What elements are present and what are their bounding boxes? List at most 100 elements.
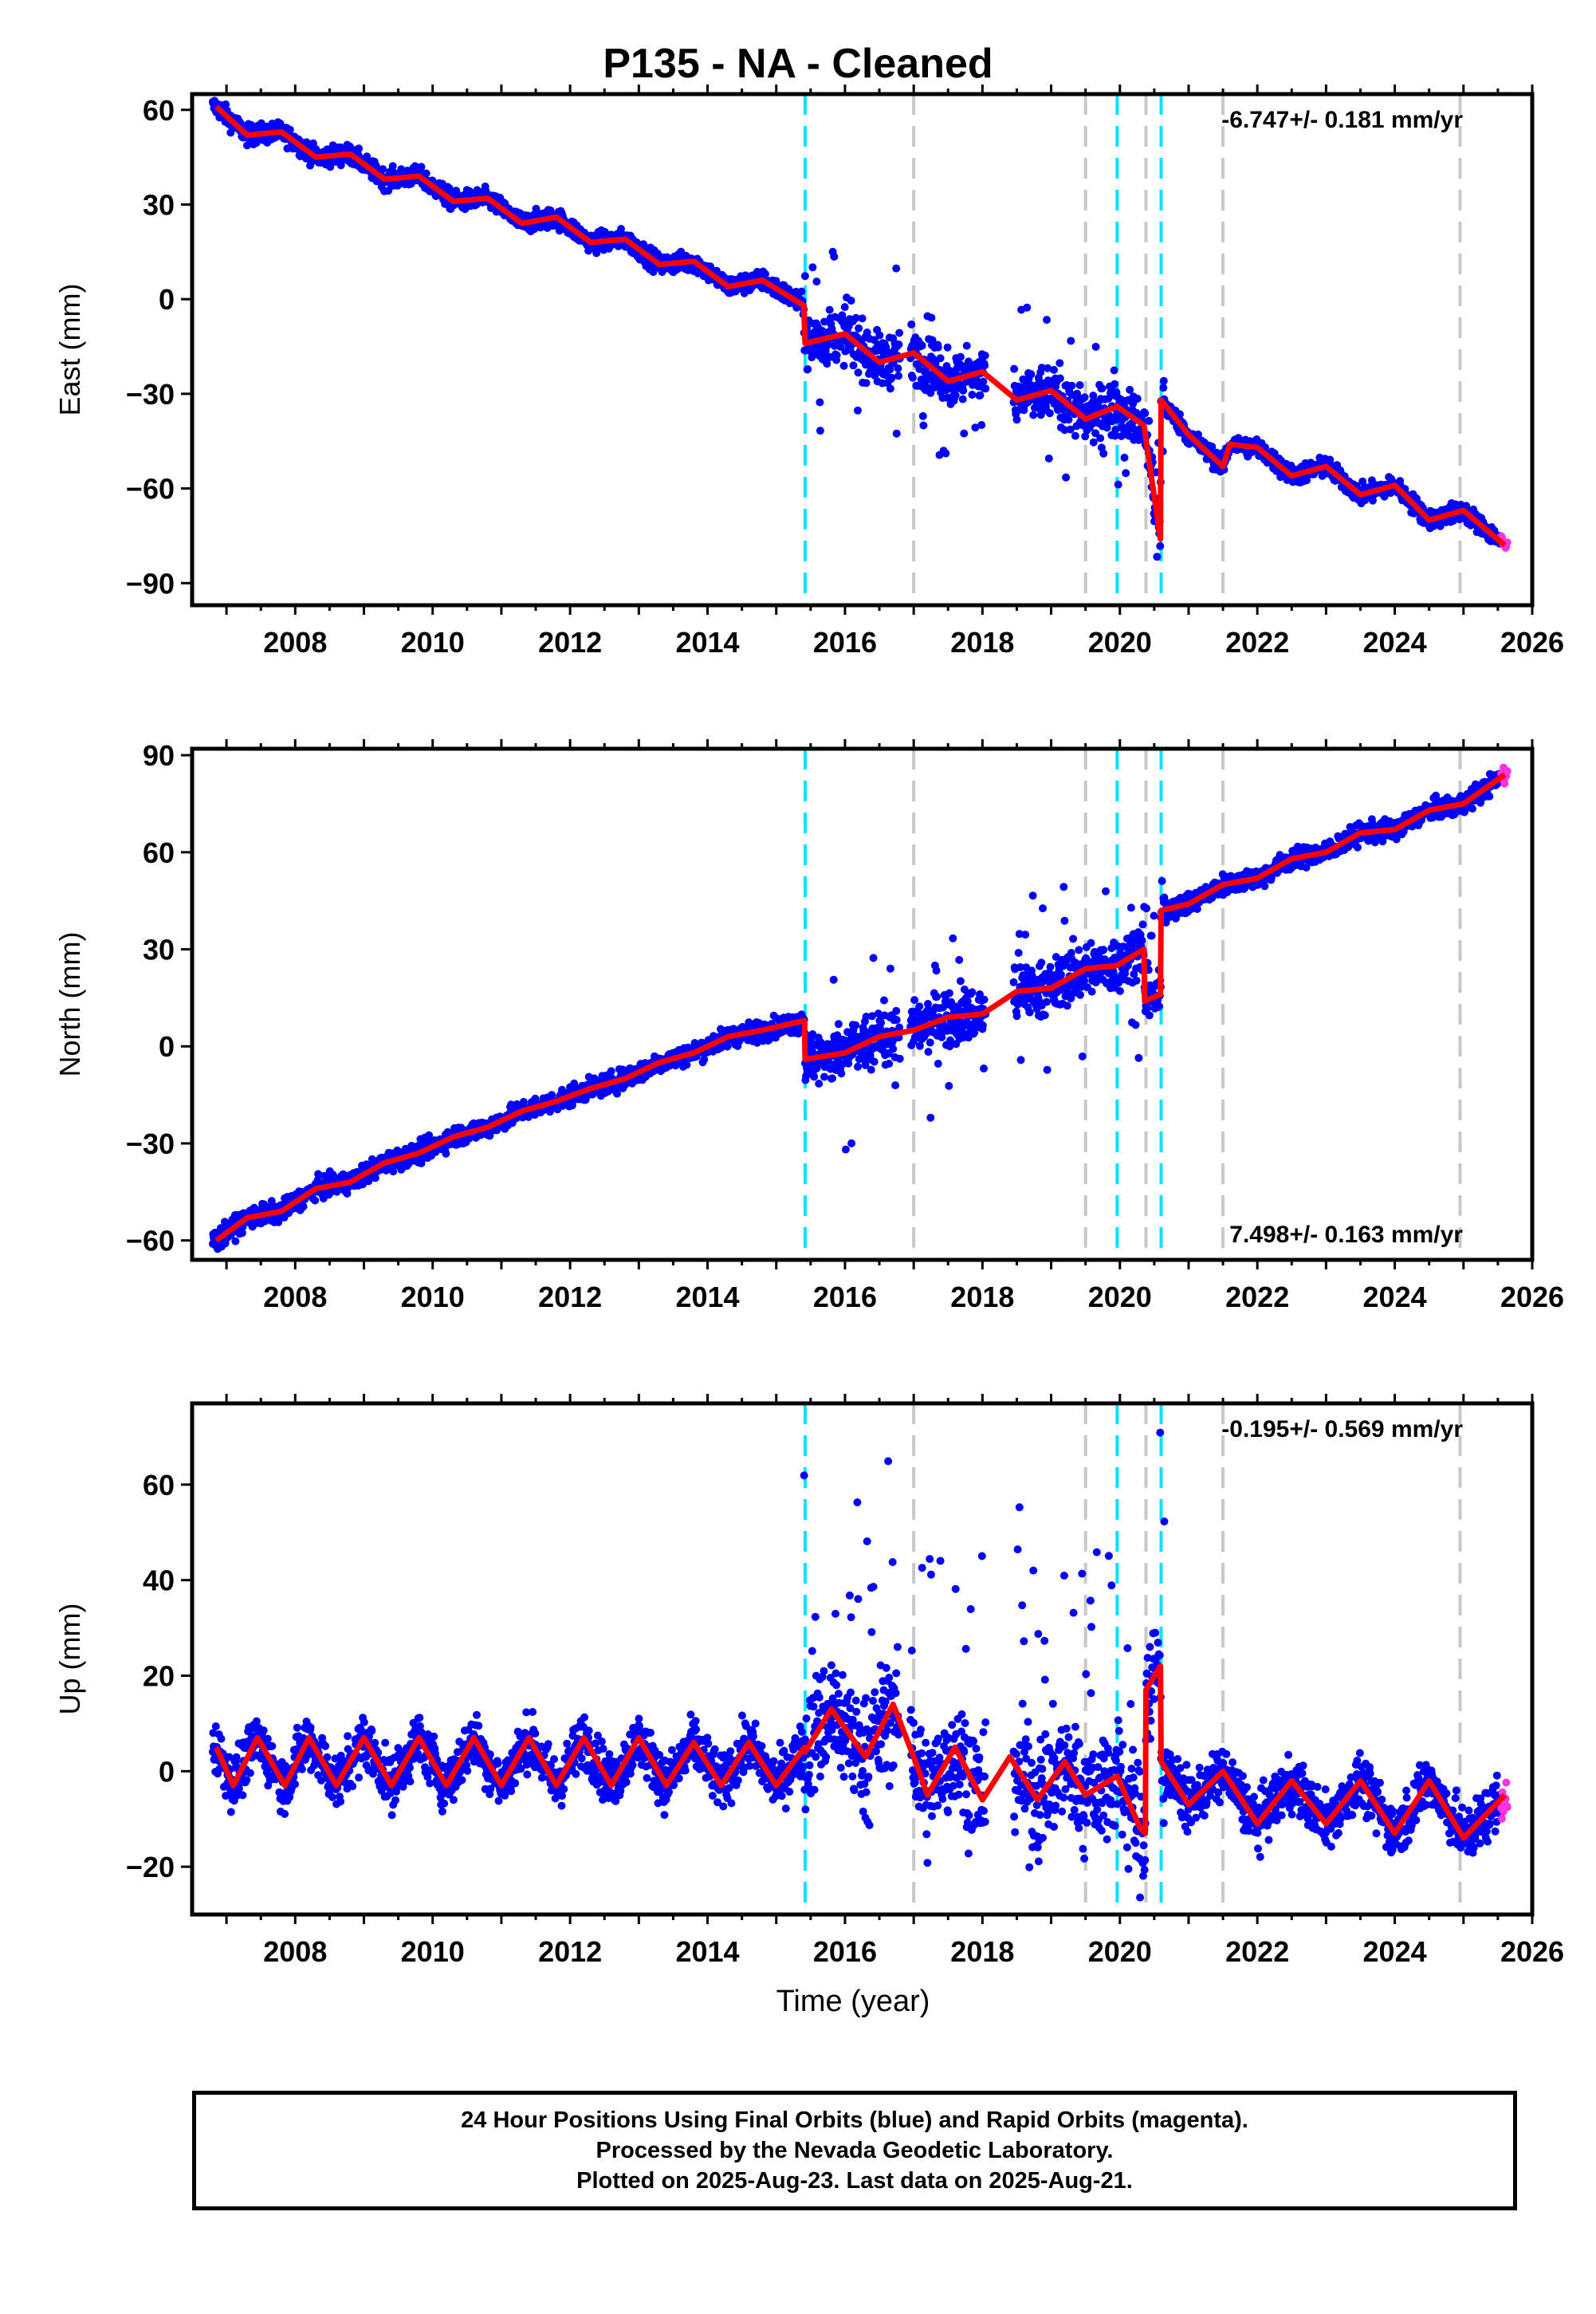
data-point <box>1141 409 1150 418</box>
chart-title: P135 - NA - Cleaned <box>603 41 993 87</box>
data-point <box>895 329 904 337</box>
data-point <box>1115 986 1124 995</box>
y-tick-label: −30 <box>126 378 175 411</box>
data-point <box>1046 962 1055 971</box>
data-point <box>1138 936 1146 945</box>
data-point <box>829 975 838 984</box>
data-point <box>851 313 860 322</box>
data-point <box>1142 904 1150 913</box>
final-orbit-series <box>208 96 1505 561</box>
data-point <box>1014 949 1023 957</box>
data-point <box>1040 1011 1049 1020</box>
data-point <box>1036 411 1045 419</box>
data-point <box>388 162 397 171</box>
data-point <box>800 272 809 281</box>
data-point <box>862 379 871 388</box>
data-point <box>425 1131 434 1139</box>
data-point <box>1145 1011 1154 1020</box>
x-tick-label: 2022 <box>1225 626 1289 659</box>
x-tick-label: 2008 <box>263 626 327 659</box>
data-point <box>1159 376 1168 385</box>
data-point <box>851 1021 860 1029</box>
data-point <box>1071 431 1079 440</box>
data-point <box>870 1057 879 1066</box>
data-point <box>1064 415 1073 424</box>
data-point <box>832 351 841 360</box>
data-point <box>894 364 902 372</box>
data-point <box>607 1067 615 1076</box>
x-tick-label: 2012 <box>538 626 602 659</box>
data-point <box>804 365 812 373</box>
data-point <box>1012 415 1021 424</box>
data-point <box>761 270 769 278</box>
data-point <box>1089 438 1098 447</box>
data-point <box>1132 976 1141 985</box>
data-point <box>1027 370 1036 379</box>
data-point <box>960 429 969 438</box>
data-point <box>422 169 430 178</box>
data-point <box>951 391 960 399</box>
data-point <box>1091 429 1100 438</box>
data-point <box>894 372 902 380</box>
data-point <box>959 386 968 395</box>
data-point <box>1043 998 1051 1006</box>
data-point <box>847 297 855 305</box>
data-point <box>928 336 937 344</box>
data-point <box>981 361 989 370</box>
data-point <box>1099 449 1108 458</box>
data-point <box>1078 1052 1087 1061</box>
data-point <box>1059 883 1068 891</box>
plot-area <box>208 749 1511 1260</box>
data-point <box>1208 443 1217 451</box>
data-point <box>892 264 901 273</box>
data-point <box>945 1081 953 1090</box>
data-point <box>971 423 980 432</box>
data-point <box>222 100 230 108</box>
data-point <box>314 1170 323 1179</box>
data-point <box>1111 431 1119 440</box>
data-point <box>823 360 831 368</box>
data-point <box>926 1113 935 1122</box>
data-point <box>1099 946 1108 954</box>
data-point <box>981 384 990 393</box>
data-point <box>924 1048 933 1057</box>
data-point <box>968 988 977 997</box>
x-tick-label: 2016 <box>813 626 877 659</box>
data-point <box>1010 364 1019 373</box>
data-point <box>247 120 256 129</box>
data-point <box>943 343 952 352</box>
data-point <box>1126 385 1134 394</box>
data-point <box>936 354 945 363</box>
data-point <box>238 1229 246 1238</box>
data-point <box>837 1069 846 1078</box>
data-point <box>1075 381 1084 389</box>
x-tick-label: 2024 <box>1363 626 1427 659</box>
data-point <box>1081 432 1090 441</box>
y-tick-label: 0 <box>159 283 175 316</box>
data-point <box>1043 316 1051 325</box>
data-point <box>1050 365 1058 374</box>
data-point <box>1110 366 1118 375</box>
data-point <box>1176 410 1184 419</box>
data-point <box>979 377 988 386</box>
data-point <box>816 427 824 435</box>
data-point <box>1067 381 1076 390</box>
data-point <box>941 449 950 458</box>
data-point <box>1060 916 1069 925</box>
data-point <box>1158 876 1166 885</box>
data-point <box>1076 990 1084 999</box>
y-tick-label: −90 <box>126 567 175 600</box>
data-point <box>891 1081 900 1090</box>
data-point <box>915 1002 924 1011</box>
data-point <box>1131 1021 1140 1029</box>
data-point <box>949 934 957 943</box>
data-point <box>907 320 916 329</box>
data-point <box>797 287 806 296</box>
data-point <box>915 1041 924 1050</box>
data-point <box>1156 541 1165 550</box>
data-point <box>932 966 941 975</box>
data-point <box>910 996 919 1005</box>
